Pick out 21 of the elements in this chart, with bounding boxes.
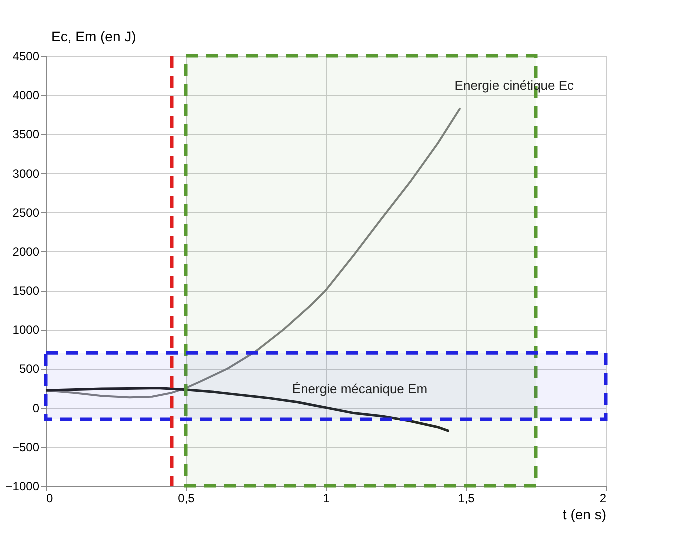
x-tick-label: 0	[46, 492, 54, 506]
y-tick-label: 1000	[12, 323, 40, 338]
y-tick-label: 3500	[12, 128, 40, 142]
y-tick-label: 2000	[12, 244, 40, 259]
annotation: Énergie mécanique Em	[292, 381, 428, 396]
x-tick-label: 1,5	[458, 492, 476, 506]
y-tick-label: 3000	[12, 166, 40, 181]
y-tick-label: 1500	[12, 284, 40, 298]
y-tick-label: 4000	[12, 88, 40, 103]
annotation: Energie cinétique Ec	[454, 78, 575, 94]
x-tick-label: 2	[600, 492, 607, 506]
y-tick-label: 4500	[12, 50, 40, 64]
y-tick-label: 500	[19, 362, 40, 376]
y-tick-label: −1000	[6, 480, 40, 494]
y-axis-title: Ec, Em (en J)	[52, 28, 136, 44]
x-axis-title: t (en s)	[562, 506, 606, 522]
y-tick-label: 0	[32, 401, 40, 416]
y-tick-label: −500	[12, 440, 40, 454]
x-tick-label: 0,5	[178, 492, 196, 506]
x-tick-label: 1	[323, 492, 330, 506]
y-tick-label: 2500	[12, 206, 40, 220]
